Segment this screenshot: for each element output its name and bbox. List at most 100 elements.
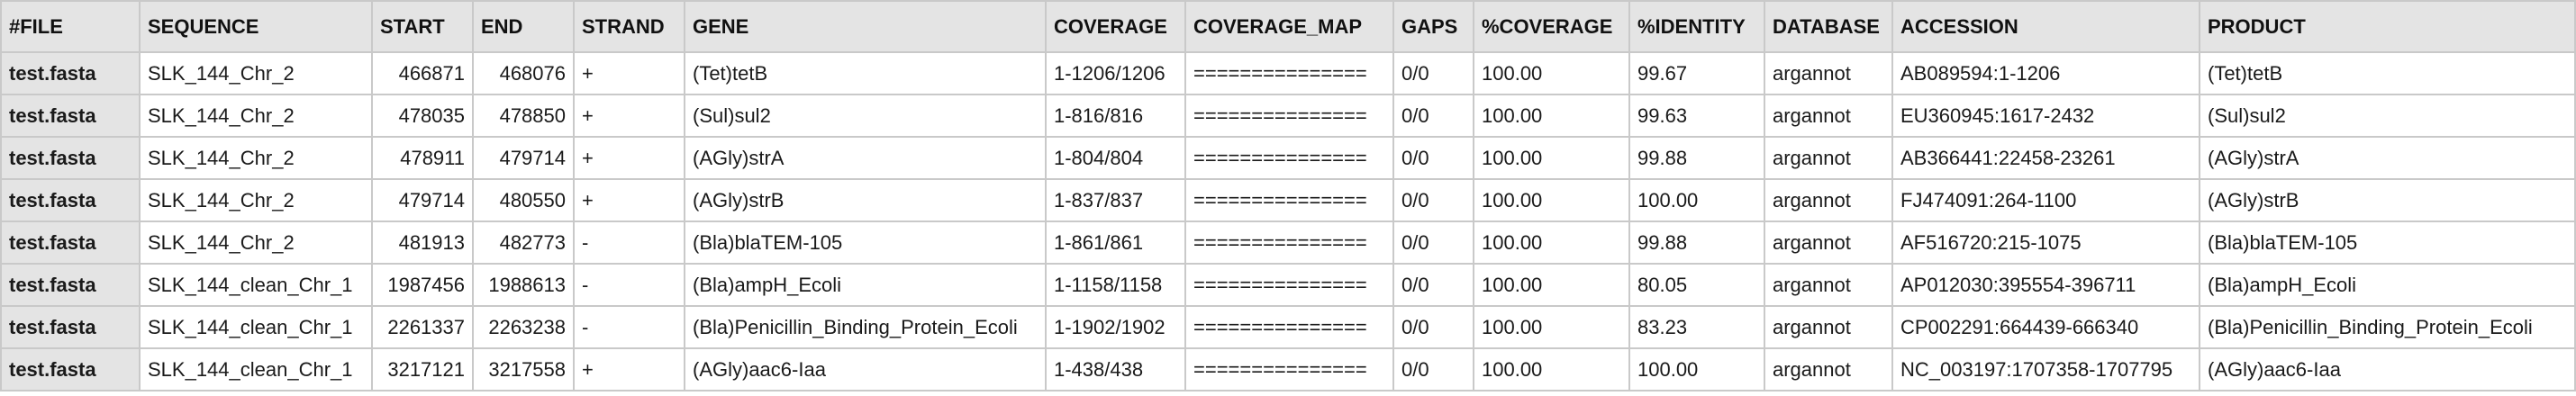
end-cell[interactable]: 478850 xyxy=(472,94,575,138)
gaps-cell[interactable]: 0/0 xyxy=(1392,178,1474,222)
sequence-cell[interactable]: SLK_144_Chr_2 xyxy=(139,178,373,222)
column-header-file[interactable]: #FILE xyxy=(0,0,141,53)
file-cell[interactable]: test.fasta xyxy=(0,51,141,95)
pct-coverage-cell[interactable]: 100.00 xyxy=(1473,347,1630,392)
end-cell[interactable]: 479714 xyxy=(472,136,575,180)
start-cell[interactable]: 478911 xyxy=(371,136,474,180)
coverage-cell[interactable]: 1-438/438 xyxy=(1045,347,1186,392)
product-cell[interactable]: (AGly)strA xyxy=(2199,136,2576,180)
start-cell[interactable]: 3217121 xyxy=(371,347,474,392)
gaps-cell[interactable]: 0/0 xyxy=(1392,347,1474,392)
coverage-cell[interactable]: 1-816/816 xyxy=(1045,94,1186,138)
column-header-end[interactable]: END xyxy=(472,0,575,53)
file-cell[interactable]: test.fasta xyxy=(0,305,141,349)
product-cell[interactable]: (Bla)ampH_Ecoli xyxy=(2199,263,2576,307)
pct-coverage-cell[interactable]: 100.00 xyxy=(1473,136,1630,180)
database-cell[interactable]: argannot xyxy=(1764,305,1893,349)
pct-identity-cell[interactable]: 100.00 xyxy=(1628,347,1765,392)
gene-cell[interactable]: (Bla)ampH_Ecoli xyxy=(684,263,1047,307)
gene-cell[interactable]: (AGly)strB xyxy=(684,178,1047,222)
coverage-map-cell[interactable]: =============== xyxy=(1184,51,1394,95)
coverage-map-cell[interactable]: =============== xyxy=(1184,136,1394,180)
start-cell[interactable]: 479714 xyxy=(371,178,474,222)
accession-cell[interactable]: EU360945:1617-2432 xyxy=(1891,94,2200,138)
file-cell[interactable]: test.fasta xyxy=(0,178,141,222)
sequence-cell[interactable]: SLK_144_clean_Chr_1 xyxy=(139,347,373,392)
file-cell[interactable]: test.fasta xyxy=(0,136,141,180)
gene-cell[interactable]: (AGly)strA xyxy=(684,136,1047,180)
strand-cell[interactable]: - xyxy=(573,220,685,265)
start-cell[interactable]: 481913 xyxy=(371,220,474,265)
strand-cell[interactable]: - xyxy=(573,263,685,307)
end-cell[interactable]: 3217558 xyxy=(472,347,575,392)
product-cell[interactable]: (Tet)tetB xyxy=(2199,51,2576,95)
pct-coverage-cell[interactable]: 100.00 xyxy=(1473,51,1630,95)
strand-cell[interactable]: + xyxy=(573,94,685,138)
coverage-map-cell[interactable]: =============== xyxy=(1184,220,1394,265)
pct-identity-cell[interactable]: 99.88 xyxy=(1628,136,1765,180)
coverage-cell[interactable]: 1-861/861 xyxy=(1045,220,1186,265)
column-header-coverage-map[interactable]: COVERAGE_MAP xyxy=(1184,0,1394,53)
gaps-cell[interactable]: 0/0 xyxy=(1392,263,1474,307)
pct-coverage-cell[interactable]: 100.00 xyxy=(1473,263,1630,307)
database-cell[interactable]: argannot xyxy=(1764,347,1893,392)
gene-cell[interactable]: (Bla)blaTEM-105 xyxy=(684,220,1047,265)
gene-cell[interactable]: (Tet)tetB xyxy=(684,51,1047,95)
strand-cell[interactable]: + xyxy=(573,136,685,180)
pct-identity-cell[interactable]: 100.00 xyxy=(1628,178,1765,222)
column-header-database[interactable]: DATABASE xyxy=(1764,0,1893,53)
pct-identity-cell[interactable]: 83.23 xyxy=(1628,305,1765,349)
coverage-map-cell[interactable]: =============== xyxy=(1184,178,1394,222)
end-cell[interactable]: 482773 xyxy=(472,220,575,265)
sequence-cell[interactable]: SLK_144_Chr_2 xyxy=(139,51,373,95)
database-cell[interactable]: argannot xyxy=(1764,178,1893,222)
column-header-product[interactable]: PRODUCT xyxy=(2199,0,2576,53)
column-header-strand[interactable]: STRAND xyxy=(573,0,685,53)
gene-cell[interactable]: (AGly)aac6-Iaa xyxy=(684,347,1047,392)
product-cell[interactable]: (AGly)strB xyxy=(2199,178,2576,222)
column-header-gaps[interactable]: GAPS xyxy=(1392,0,1474,53)
pct-identity-cell[interactable]: 99.63 xyxy=(1628,94,1765,138)
coverage-cell[interactable]: 1-804/804 xyxy=(1045,136,1186,180)
product-cell[interactable]: (Bla)Penicillin_Binding_Protein_Ecoli xyxy=(2199,305,2576,349)
start-cell[interactable]: 466871 xyxy=(371,51,474,95)
pct-coverage-cell[interactable]: 100.00 xyxy=(1473,220,1630,265)
coverage-map-cell[interactable]: =============== xyxy=(1184,305,1394,349)
column-header-coverage[interactable]: COVERAGE xyxy=(1045,0,1186,53)
database-cell[interactable]: argannot xyxy=(1764,220,1893,265)
strand-cell[interactable]: + xyxy=(573,178,685,222)
strand-cell[interactable]: + xyxy=(573,51,685,95)
coverage-cell[interactable]: 1-837/837 xyxy=(1045,178,1186,222)
gene-cell[interactable]: (Bla)Penicillin_Binding_Protein_Ecoli xyxy=(684,305,1047,349)
gaps-cell[interactable]: 0/0 xyxy=(1392,136,1474,180)
column-header-pct-identity[interactable]: %IDENTITY xyxy=(1628,0,1765,53)
sequence-cell[interactable]: SLK_144_Chr_2 xyxy=(139,220,373,265)
end-cell[interactable]: 468076 xyxy=(472,51,575,95)
sequence-cell[interactable]: SLK_144_clean_Chr_1 xyxy=(139,263,373,307)
pct-identity-cell[interactable]: 80.05 xyxy=(1628,263,1765,307)
gaps-cell[interactable]: 0/0 xyxy=(1392,94,1474,138)
accession-cell[interactable]: AP012030:395554-396711 xyxy=(1891,263,2200,307)
coverage-cell[interactable]: 1-1902/1902 xyxy=(1045,305,1186,349)
gaps-cell[interactable]: 0/0 xyxy=(1392,51,1474,95)
database-cell[interactable]: argannot xyxy=(1764,263,1893,307)
database-cell[interactable]: argannot xyxy=(1764,136,1893,180)
start-cell[interactable]: 1987456 xyxy=(371,263,474,307)
strand-cell[interactable]: - xyxy=(573,305,685,349)
pct-identity-cell[interactable]: 99.67 xyxy=(1628,51,1765,95)
sequence-cell[interactable]: SLK_144_clean_Chr_1 xyxy=(139,305,373,349)
accession-cell[interactable]: AB089594:1-1206 xyxy=(1891,51,2200,95)
database-cell[interactable]: argannot xyxy=(1764,94,1893,138)
column-header-accession[interactable]: ACCESSION xyxy=(1891,0,2200,53)
column-header-sequence[interactable]: SEQUENCE xyxy=(139,0,373,53)
product-cell[interactable]: (Bla)blaTEM-105 xyxy=(2199,220,2576,265)
coverage-cell[interactable]: 1-1158/1158 xyxy=(1045,263,1186,307)
database-cell[interactable]: argannot xyxy=(1764,51,1893,95)
start-cell[interactable]: 2261337 xyxy=(371,305,474,349)
file-cell[interactable]: test.fasta xyxy=(0,263,141,307)
end-cell[interactable]: 480550 xyxy=(472,178,575,222)
sequence-cell[interactable]: SLK_144_Chr_2 xyxy=(139,94,373,138)
strand-cell[interactable]: + xyxy=(573,347,685,392)
product-cell[interactable]: (Sul)sul2 xyxy=(2199,94,2576,138)
column-header-gene[interactable]: GENE xyxy=(684,0,1047,53)
